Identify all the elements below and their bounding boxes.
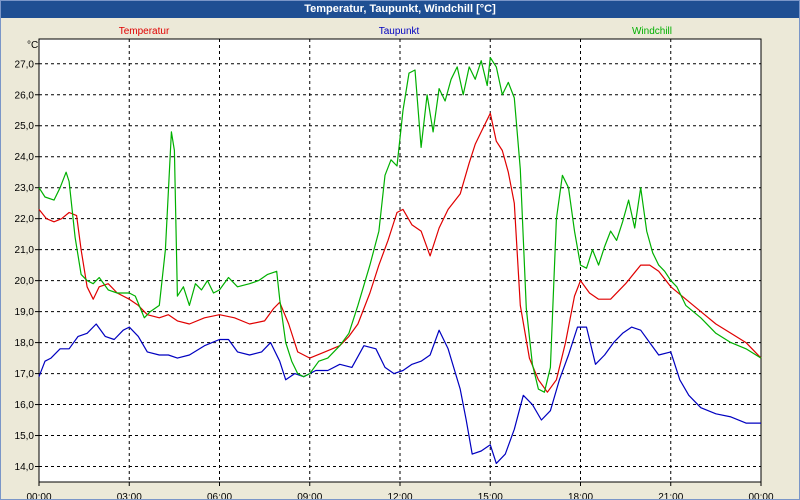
y-tick-label: 16,0 bbox=[15, 400, 35, 411]
legend: Temperatur Taupunkt Windchill bbox=[119, 26, 672, 37]
series-line-temperatur bbox=[38, 112, 762, 393]
x-tick-time-label: 03:00 bbox=[117, 492, 142, 499]
legend-entry: Taupunkt bbox=[379, 26, 420, 37]
y-tick-label: 18,0 bbox=[15, 338, 35, 349]
y-tick-label: 24,0 bbox=[15, 152, 35, 163]
y-tick-label: 26,0 bbox=[15, 90, 35, 101]
legend-entry: Windchill bbox=[632, 26, 672, 37]
x-tick-time-label: 00:00 bbox=[26, 492, 51, 499]
x-tick-time-label: 12:00 bbox=[387, 492, 412, 499]
y-tick-label: 22,0 bbox=[15, 214, 35, 225]
x-tick-time-label: 21:00 bbox=[658, 492, 683, 499]
legend-entry: Temperatur bbox=[119, 26, 170, 37]
y-tick-label: 19,0 bbox=[15, 307, 35, 318]
x-tick-time-label: 18:00 bbox=[568, 492, 593, 499]
y-tick-label: 15,0 bbox=[15, 431, 35, 442]
y-tick-label: 25,0 bbox=[15, 121, 35, 132]
chart: 27,0 26,0 25,0 24,0 23,0 22,0 21,0 20,0 19,0 18,0… bbox=[15, 26, 774, 499]
x-axis-ticks: 00:0024.06.2203:0024.06.2206:0024.06.220… bbox=[26, 482, 774, 499]
y-axis-unit: °C bbox=[27, 40, 38, 51]
y-tick-label: 17,0 bbox=[15, 369, 35, 380]
y-axis-ticks: 27,0 26,0 25,0 24,0 23,0 22,0 21,0 20,0 19,0 18,0… bbox=[15, 59, 39, 473]
x-tick-time-label: 15:00 bbox=[478, 492, 503, 499]
series-lines bbox=[38, 56, 762, 464]
grid bbox=[39, 39, 761, 482]
window-title: Temperatur, Taupunkt, Windchill [°C] bbox=[1, 1, 799, 18]
y-tick-label: 14,0 bbox=[15, 462, 35, 473]
series-line-windchill bbox=[38, 56, 762, 393]
x-tick-time-label: 06:00 bbox=[207, 492, 232, 499]
y-tick-label: 20,0 bbox=[15, 276, 35, 287]
x-tick-time-label: 00:00 bbox=[748, 492, 773, 499]
y-tick-label: 21,0 bbox=[15, 245, 35, 256]
y-tick-label: 27,0 bbox=[15, 59, 35, 70]
series-line-taupunkt bbox=[38, 323, 761, 464]
x-tick-time-label: 09:00 bbox=[297, 492, 322, 499]
y-tick-label: 23,0 bbox=[15, 183, 35, 194]
